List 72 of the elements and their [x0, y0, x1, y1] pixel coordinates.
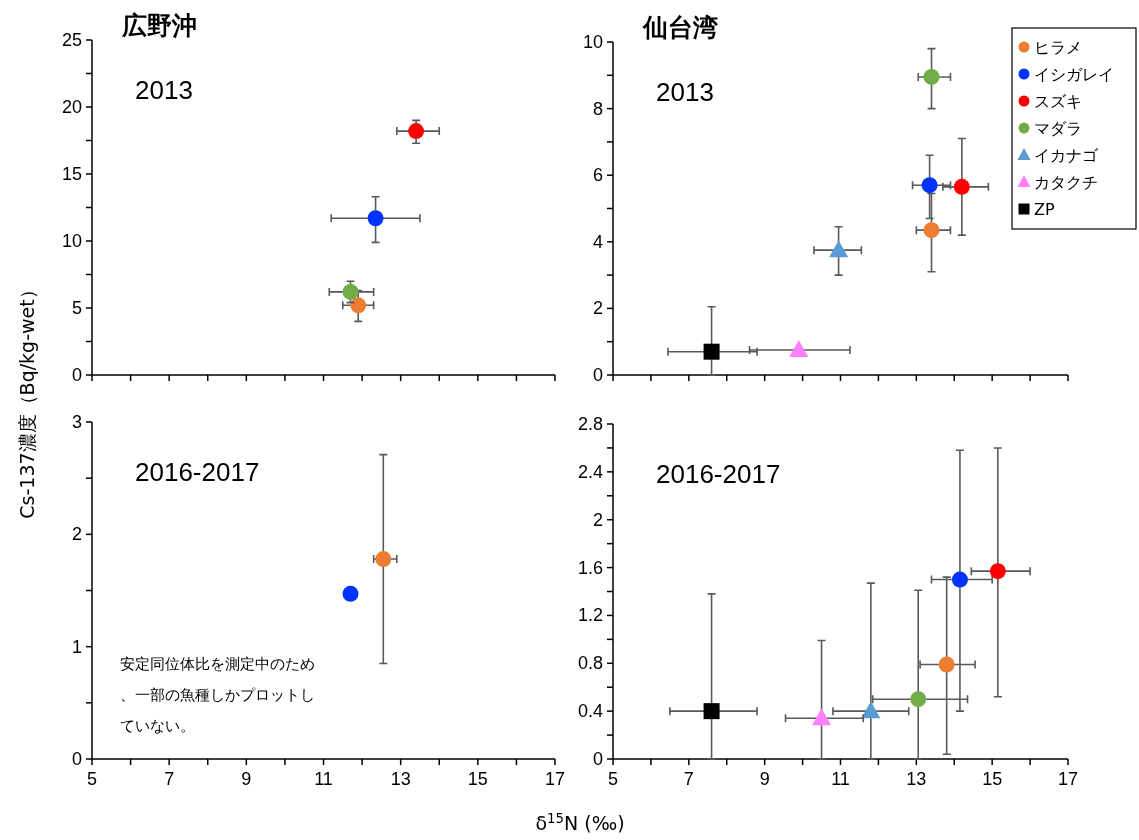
x-tick-label: 7: [683, 769, 694, 789]
y-tick-label: 4: [592, 231, 603, 252]
x-tick-label: 9: [241, 769, 252, 789]
y-tick-label: 20: [61, 97, 82, 117]
y-axis-title: Cs-137濃度（Bq/kg-wet）: [16, 280, 38, 519]
y-tick-label: 8: [592, 98, 603, 119]
legend-label: カタクチ: [1034, 172, 1098, 192]
point: [951, 571, 968, 588]
y-tick-label: 3: [71, 412, 82, 432]
y-tick-label: 0.4: [577, 701, 603, 722]
y-tick-label: 2.8: [577, 414, 603, 434]
point: [923, 68, 940, 85]
point: [703, 703, 720, 720]
legend-label: イシガレイ: [1034, 64, 1114, 84]
y-tick-label: 10: [61, 231, 82, 251]
y-tick-label: 0: [592, 365, 603, 385]
x-tick-label: 11: [314, 769, 333, 789]
x-tick-label: 13: [390, 769, 411, 789]
point: [989, 563, 1006, 580]
point: [812, 708, 832, 726]
y-tick-label: 0: [71, 749, 82, 769]
x-tick-label: 7: [164, 769, 175, 789]
y-tick-label: 2: [71, 524, 82, 545]
point: [789, 340, 809, 358]
point: [367, 210, 384, 227]
x-tick-label: 13: [906, 769, 927, 789]
y-tick-label: 2: [592, 509, 603, 530]
x-tick-label: 5: [86, 769, 98, 789]
x-tick-label: 15: [982, 769, 1003, 789]
point: [921, 177, 938, 194]
y-tick-label: 1.6: [577, 557, 603, 578]
x-tick-label: 17: [544, 769, 566, 789]
point: [938, 656, 955, 673]
text: 2016-2017: [135, 457, 260, 487]
chart-title: 仙台湾: [642, 13, 718, 42]
y-tick-label: 0: [592, 749, 603, 769]
legend-label: マダラ: [1034, 118, 1082, 138]
point: [923, 222, 940, 239]
y-tick-label: 15: [61, 164, 82, 184]
legend-label: ヒラメ: [1034, 37, 1082, 57]
point: [953, 178, 970, 195]
y-tick-label: 2.4: [577, 461, 603, 482]
x-tick-label: 17: [1057, 769, 1079, 789]
point: [703, 343, 720, 360]
text: 2013: [656, 77, 714, 107]
y-tick-label: 6: [592, 165, 603, 186]
x-tick-label: 5: [607, 769, 619, 789]
x-tick-label: 15: [467, 769, 488, 789]
text: 2016-2017: [656, 459, 781, 489]
point: [910, 691, 927, 708]
chart-title: 広野沖: [121, 11, 197, 40]
point: [342, 283, 359, 300]
legend-label: ZP: [1034, 199, 1055, 219]
point: [861, 701, 881, 719]
legend-label: スズキ: [1034, 91, 1082, 111]
text: 2013: [135, 75, 193, 105]
x-axis-title: δ$^{15}$N (‰): [535, 810, 625, 834]
y-tick-label: 5: [71, 298, 82, 318]
y-tick-label: 0.8: [577, 653, 603, 674]
annotation: 安定同位体比を測定中のため、一部の魚種しかプロットしていない。: [120, 655, 315, 735]
point: [408, 123, 425, 140]
y-tick-label: 0: [71, 365, 82, 385]
point: [829, 240, 849, 258]
y-tick-label: 1: [71, 636, 82, 657]
y-tick-label: 25: [61, 30, 82, 50]
x-tick-label: 9: [759, 769, 770, 789]
point: [350, 297, 367, 314]
y-tick-label: 2: [592, 298, 603, 319]
y-tick-label: 10: [582, 32, 603, 52]
y-tick-label: 1.2: [577, 605, 603, 626]
x-tick-label: 11: [831, 769, 850, 789]
legend-label: イカナゴ: [1034, 145, 1099, 165]
